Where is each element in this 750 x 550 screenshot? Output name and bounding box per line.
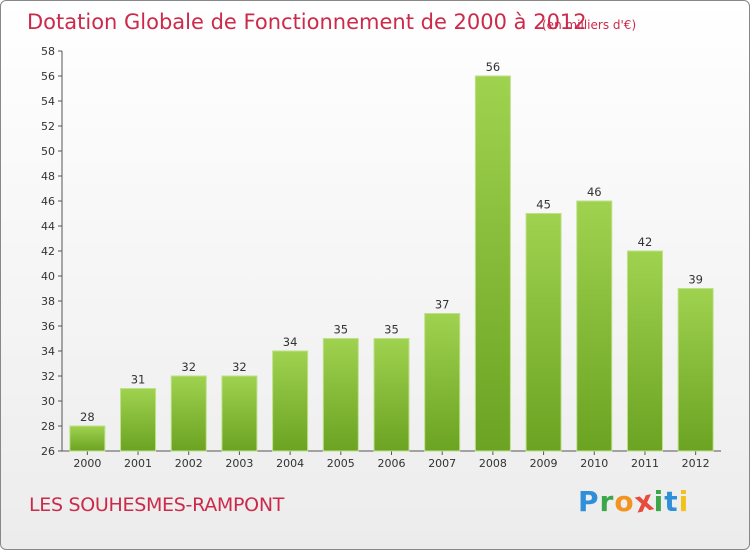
bar	[525, 213, 562, 452]
bar	[272, 350, 309, 452]
y-tick-label: 32	[41, 370, 55, 383]
y-tick-label: 58	[41, 45, 55, 58]
bar-value-label: 56	[486, 60, 501, 74]
bar-value-label: 32	[181, 360, 196, 374]
x-tick-label: 2011	[631, 457, 659, 470]
bar-value-label: 35	[333, 323, 348, 337]
bar-value-label: 28	[80, 410, 95, 424]
logo-letter: t	[664, 485, 679, 518]
bar	[576, 200, 613, 452]
bar-value-label: 46	[587, 185, 602, 199]
y-tick-label: 34	[41, 345, 55, 358]
bar	[677, 288, 714, 452]
chart-title: Dotation Globale de Fonctionnement de 20…	[27, 10, 587, 34]
bar	[373, 338, 410, 452]
bar	[69, 425, 106, 452]
chart-subtitle: (en milliers d'€)	[542, 18, 636, 32]
bar-value-label: 39	[688, 273, 703, 287]
y-tick-label: 38	[41, 295, 55, 308]
y-tick-label: 52	[41, 120, 55, 133]
bar	[221, 375, 258, 452]
x-tick-label: 2010	[580, 457, 608, 470]
bar	[424, 313, 461, 452]
bar	[120, 388, 157, 452]
y-tick-label: 26	[41, 445, 55, 458]
x-tick-label: 2008	[479, 457, 507, 470]
proxiti-logo: Proxiti	[578, 483, 690, 519]
x-tick-label: 2001	[124, 457, 152, 470]
bar	[322, 338, 359, 452]
y-tick-label: 56	[41, 70, 55, 83]
y-tick-label: 44	[41, 220, 55, 233]
x-tick-label: 2004	[276, 457, 304, 470]
bar	[170, 375, 207, 452]
bars: 28 31 32 32 34 35 35 37 56 45 46 42 39	[69, 60, 714, 452]
y-tick-label: 30	[41, 395, 55, 408]
logo-letter: i	[678, 485, 690, 518]
y-tick-label: 42	[41, 245, 55, 258]
y-tick-label: 50	[41, 145, 55, 158]
y-tick-label: 36	[41, 320, 55, 333]
x-tick-label: 2002	[175, 457, 203, 470]
logo-letter: o	[614, 485, 635, 518]
x-tick-label: 2000	[73, 457, 101, 470]
x-tick-label: 2007	[428, 457, 456, 470]
y-tick-label: 46	[41, 195, 55, 208]
y-tick-label: 28	[41, 420, 55, 433]
logo-letter: r	[599, 485, 615, 518]
y-tick-label: 40	[41, 270, 55, 283]
logo-letter: i	[653, 485, 665, 518]
x-tick-label: 2005	[327, 457, 355, 470]
bar-value-label: 37	[435, 298, 450, 312]
y-tick-label: 54	[41, 95, 55, 108]
bar-value-label: 34	[283, 335, 298, 349]
x-tick-label: 2006	[378, 457, 406, 470]
bar-value-label: 31	[131, 373, 146, 387]
bar-value-label: 45	[536, 198, 551, 212]
x-tick-label: 2009	[530, 457, 558, 470]
bar-value-label: 35	[384, 323, 399, 337]
bar	[626, 250, 663, 452]
commune-name: LES SOUHESMES-RAMPONT	[29, 494, 285, 516]
logo-letter: P	[578, 485, 600, 518]
bar	[474, 75, 511, 452]
y-tick-label: 48	[41, 170, 55, 183]
bar-value-label: 42	[638, 235, 653, 249]
x-tick-label: 2012	[682, 457, 710, 470]
x-tick-label: 2003	[225, 457, 253, 470]
bar-value-label: 32	[232, 360, 247, 374]
axes: 26 28 30 32 34 36 38 40 42 44 46 48 50 52 54 56 58 2000 20…	[41, 45, 721, 470]
